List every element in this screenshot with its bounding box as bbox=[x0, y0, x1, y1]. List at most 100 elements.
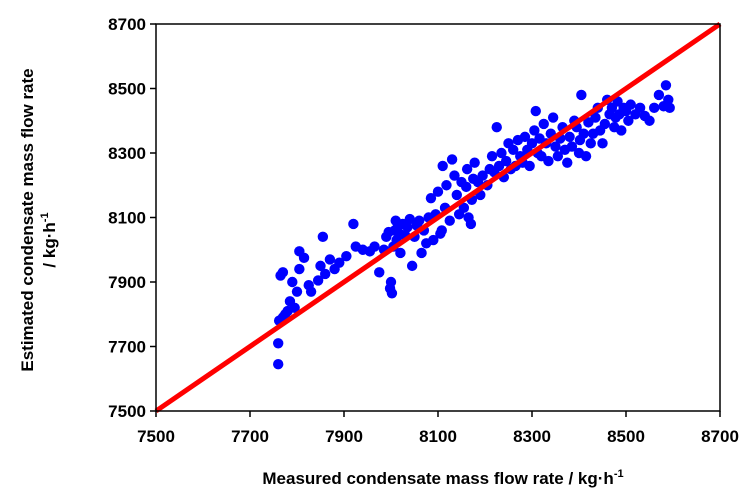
data-point bbox=[538, 118, 549, 130]
data-point bbox=[597, 138, 608, 149]
data-point bbox=[660, 80, 672, 91]
data-point bbox=[477, 170, 488, 181]
y-tick-label: 7500 bbox=[108, 402, 146, 421]
data-point bbox=[578, 128, 589, 139]
data-point bbox=[486, 151, 498, 162]
data-point bbox=[634, 102, 646, 114]
data-point bbox=[576, 89, 587, 101]
data-point bbox=[294, 263, 305, 275]
data-point bbox=[441, 180, 452, 191]
data-point bbox=[461, 163, 473, 175]
data-point bbox=[451, 189, 462, 201]
data-point bbox=[508, 144, 519, 155]
y-axis-label-line1: Estimated condensate mass flow rate bbox=[18, 68, 37, 371]
data-point bbox=[550, 141, 561, 152]
x-tick-label: 8300 bbox=[513, 427, 551, 446]
data-point bbox=[289, 302, 300, 313]
x-tick-label: 8100 bbox=[419, 427, 457, 446]
y-axis-label-units: / kg·h-1 bbox=[39, 212, 59, 267]
data-point bbox=[663, 94, 674, 105]
data-point bbox=[369, 241, 380, 252]
data-point bbox=[273, 338, 284, 349]
x-axis-label: Measured condensate mass flow rate / kg·… bbox=[262, 468, 623, 488]
data-point bbox=[623, 115, 634, 126]
data-point bbox=[543, 155, 554, 167]
x-axis-label-text: Measured condensate mass flow rate / kg·… bbox=[262, 469, 613, 488]
parity-line bbox=[154, 21, 722, 414]
data-point bbox=[312, 275, 324, 286]
data-point bbox=[315, 260, 326, 272]
data-point bbox=[432, 186, 444, 197]
data-point bbox=[305, 286, 317, 297]
y-axis-label-superscript: -1 bbox=[39, 212, 51, 222]
data-point bbox=[404, 213, 415, 225]
data-point bbox=[547, 112, 559, 123]
data-point bbox=[469, 157, 480, 168]
data-point bbox=[374, 267, 385, 278]
data-point bbox=[529, 125, 540, 136]
y-tick-label: 8500 bbox=[108, 80, 146, 99]
data-point bbox=[287, 276, 298, 288]
data-point bbox=[446, 154, 458, 165]
y-tick-label: 8100 bbox=[108, 209, 146, 228]
y-axis-label: Estimated condensate mass flow rate bbox=[18, 68, 37, 371]
data-point bbox=[334, 257, 345, 268]
data-point bbox=[461, 181, 472, 193]
data-point bbox=[599, 118, 611, 130]
data-point bbox=[414, 215, 425, 226]
data-point bbox=[590, 112, 601, 123]
data-point bbox=[444, 215, 455, 226]
data-point bbox=[458, 202, 470, 214]
data-point bbox=[500, 155, 512, 167]
data-point bbox=[416, 247, 427, 259]
data-point bbox=[616, 125, 627, 136]
data-point bbox=[496, 147, 507, 159]
data-point bbox=[428, 234, 439, 246]
data-point bbox=[625, 99, 636, 110]
y-axis-label-line2: / kg·h bbox=[40, 222, 59, 267]
data-point bbox=[386, 288, 398, 299]
data-point bbox=[585, 138, 596, 149]
data-point bbox=[320, 268, 331, 280]
x-tick-label: 7900 bbox=[325, 427, 363, 446]
data-point bbox=[530, 105, 541, 117]
data-point bbox=[402, 221, 413, 233]
data-point bbox=[653, 89, 665, 101]
data-point bbox=[465, 218, 477, 230]
x-tick-label: 8700 bbox=[701, 427, 739, 446]
data-point bbox=[519, 131, 531, 143]
axes: 7500 7700 7900 8100 8300 8500 8700 7500 7700 7900… bbox=[108, 15, 739, 446]
data-point bbox=[562, 157, 573, 168]
data-point bbox=[273, 359, 284, 370]
data-point bbox=[524, 160, 535, 172]
plot-area bbox=[154, 21, 722, 414]
y-tick-label: 7700 bbox=[108, 338, 146, 357]
data-point bbox=[449, 170, 460, 181]
data-point bbox=[348, 218, 359, 230]
data-point bbox=[385, 276, 397, 288]
y-tick-label: 8700 bbox=[108, 15, 146, 34]
data-point bbox=[317, 231, 329, 243]
data-point bbox=[552, 151, 564, 162]
x-tick-label: 8500 bbox=[607, 427, 645, 446]
data-point bbox=[341, 251, 352, 262]
data-point bbox=[425, 192, 437, 204]
x-tick-label: 7500 bbox=[137, 427, 175, 446]
y-tick-label: 7900 bbox=[108, 273, 146, 292]
data-point bbox=[406, 260, 418, 272]
data-point bbox=[664, 102, 675, 114]
x-tick-label: 7700 bbox=[231, 427, 269, 446]
data-point bbox=[649, 102, 660, 114]
data-point bbox=[526, 138, 538, 149]
data-point bbox=[395, 247, 406, 259]
data-point bbox=[566, 141, 578, 152]
data-point bbox=[324, 254, 336, 265]
data-point bbox=[491, 122, 502, 133]
data-point bbox=[277, 267, 289, 278]
data-point bbox=[437, 160, 448, 172]
data-point bbox=[644, 115, 655, 126]
data-point bbox=[291, 286, 303, 297]
x-axis-label-superscript: -1 bbox=[614, 468, 624, 480]
